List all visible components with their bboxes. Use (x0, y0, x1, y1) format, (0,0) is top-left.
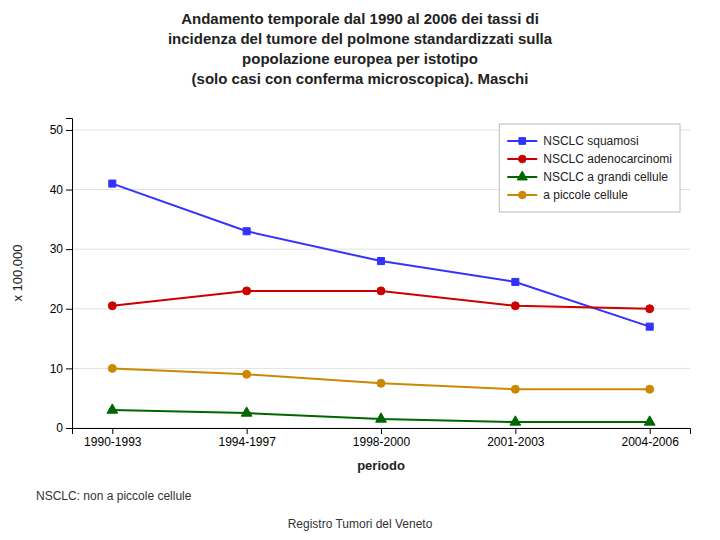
grid-line (72, 368, 690, 369)
y-axis: 0 10 20 30 40 50 (50, 119, 73, 436)
y-tick-mark (66, 130, 72, 131)
legend-marker (518, 191, 526, 199)
x-tick-mark (247, 428, 248, 434)
title: Andamento temporale dal 1990 al 2006 dei… (168, 10, 553, 87)
y-tick-mark (66, 428, 72, 429)
y-tick-label: 0 (56, 421, 63, 435)
point (241, 407, 252, 416)
y-axis-line (66, 119, 73, 429)
point (512, 278, 519, 285)
point (243, 287, 251, 295)
y-tick-label: 20 (50, 302, 64, 316)
x-tick-mark (515, 428, 516, 434)
series (108, 287, 653, 313)
x-tick-label: 1990-1993 (84, 435, 142, 449)
point (243, 228, 250, 235)
x-axis: 1990-1993 1994-1997 1998-2000 2001-2003 2004… (73, 428, 691, 449)
grid (72, 130, 690, 428)
x-tick-label: 1998-2000 (353, 435, 411, 449)
x-tick: 2004-2006 (622, 428, 680, 449)
legend: NSCLC squamosi NSCLC adenocarcinomi NSCLC … (499, 124, 680, 212)
y-tick: 20 (50, 302, 72, 316)
point (107, 404, 118, 413)
x-tick-mark (650, 428, 651, 434)
x-tick-label: 2001-2003 (487, 435, 545, 449)
legend-marker (518, 155, 526, 163)
y-tick-label: 30 (50, 242, 64, 256)
y-tick: 30 (50, 242, 72, 256)
x-tick-label: 2004-2006 (622, 435, 680, 449)
x-axis-line (73, 429, 691, 435)
y-tick-mark (66, 249, 72, 250)
source: Registro Tumori del Veneto (288, 517, 433, 531)
series (108, 364, 653, 393)
y-tick: 10 (50, 362, 72, 376)
point (109, 180, 116, 187)
y-tick: 0 (56, 421, 72, 435)
y-tick: 40 (50, 183, 72, 197)
x-tick: 1990-1993 (84, 428, 142, 449)
point (243, 370, 251, 378)
y-tick-label: 40 (50, 183, 64, 197)
plot (107, 180, 655, 425)
y-tick-mark (66, 190, 72, 191)
point (377, 379, 385, 387)
series-line (112, 410, 649, 422)
x-tick: 2001-2003 (487, 428, 545, 449)
point (377, 287, 385, 295)
point (108, 302, 116, 310)
point (644, 416, 655, 425)
y-tick-label: 10 (50, 362, 64, 376)
y-tick-mark (66, 368, 72, 369)
y-axis-title: x 100,000 (10, 244, 25, 301)
series (107, 404, 655, 425)
point (108, 364, 116, 372)
point (646, 305, 654, 313)
point (646, 385, 654, 393)
point (377, 258, 384, 265)
legend-box (499, 124, 680, 212)
y-tick: 50 (50, 123, 72, 137)
x-tick: 1998-2000 (353, 428, 411, 449)
y-tick-mark (66, 309, 72, 310)
legend-label: NSCLC adenocarcinomi (543, 152, 672, 166)
y-tick-label: 50 (50, 123, 64, 137)
legend-marker (519, 138, 526, 145)
x-tick-label: 1994-1997 (218, 435, 276, 449)
x-tick-mark (112, 428, 113, 434)
x-tick-mark (381, 428, 382, 434)
point (376, 413, 387, 422)
legend-label: NSCLC a grandi cellule (543, 170, 668, 184)
legend-label: NSCLC squamosi (543, 134, 638, 148)
point (510, 416, 521, 425)
grid-line (72, 249, 690, 250)
point (511, 302, 519, 310)
legend-label: a piccole cellule (543, 188, 628, 202)
footnote: NSCLC: non a piccole cellule (36, 489, 192, 503)
x-axis-title: periodo (357, 458, 405, 473)
series-line (112, 368, 649, 389)
chart: Andamento temporale dal 1990 al 2006 dei… (0, 0, 720, 540)
legend-marker (517, 171, 527, 180)
point (646, 323, 653, 330)
point (511, 385, 519, 393)
x-tick: 1994-1997 (218, 428, 276, 449)
